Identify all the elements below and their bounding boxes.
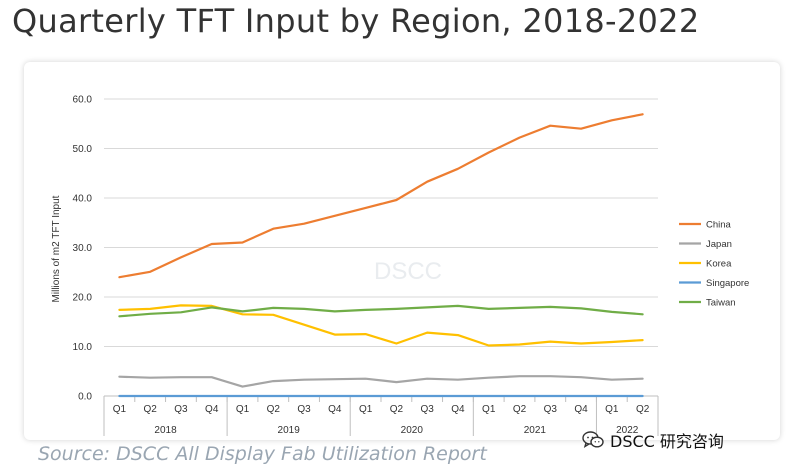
x-tick-label: Q4 — [205, 404, 219, 415]
x-tick-label: Q4 — [574, 404, 588, 415]
x-tick-label: Q3 — [174, 404, 188, 415]
x-tick-label: Q3 — [420, 404, 434, 415]
page-title: Quarterly TFT Input by Region, 2018-2022 — [12, 2, 700, 40]
y-tick-label: 10.0 — [73, 342, 93, 353]
x-tick-label: Q1 — [605, 404, 619, 415]
y-tick-label: 40.0 — [73, 194, 93, 205]
year-label: 2019 — [278, 425, 301, 436]
year-label: 2018 — [154, 425, 177, 436]
x-tick-label: Q2 — [636, 404, 650, 415]
y-tick-label: 50.0 — [73, 144, 93, 155]
series-line-taiwan — [118, 304, 644, 318]
x-tick-label: Q3 — [544, 404, 558, 415]
legend-label-taiwan: Taiwan — [706, 298, 736, 309]
x-tick-label: Q1 — [359, 404, 373, 415]
x-tick-label: Q2 — [143, 404, 157, 415]
y-axis-label: Millions of m2 TFT Input — [51, 195, 62, 302]
chart-panel: DSCC 0.0 10.0 20.0 30.0 40.0 50.0 60.0 Q1 Q2 Q3 Q4… — [24, 62, 780, 440]
x-tick-label: Q2 — [513, 404, 527, 415]
line-chart: DSCC 0.0 10.0 20.0 30.0 40.0 50.0 60.0 Q1 Q2 Q3 Q4… — [51, 95, 749, 436]
x-tick-label: Q1 — [113, 404, 127, 415]
year-label: 2021 — [524, 425, 547, 436]
y-tick-label: 0.0 — [78, 392, 92, 403]
x-tick-label: Q2 — [390, 404, 404, 415]
year-label: 2022 — [616, 425, 639, 436]
year-label: 2020 — [401, 425, 424, 436]
series-lines — [118, 113, 644, 398]
y-tick-label: 30.0 — [73, 243, 93, 254]
x-tick-label: Q4 — [328, 404, 342, 415]
x-tick-label: Q3 — [297, 404, 311, 415]
brand-badge: DSCC 研究咨询 — [582, 428, 724, 452]
series-line-china — [118, 113, 644, 279]
series-line-japan — [118, 375, 644, 388]
x-tick-label: Q1 — [482, 404, 496, 415]
watermark-text: DSCC — [374, 258, 442, 285]
legend-label-china: China — [706, 220, 732, 231]
chat-bubbles-icon — [582, 431, 604, 449]
legend-label-korea: Korea — [706, 259, 732, 270]
axes: 0.0 10.0 20.0 30.0 40.0 50.0 60.0 Q1 Q2 Q3 Q4 Q1 Q2 Q… — [73, 95, 659, 436]
series-line-korea — [118, 304, 644, 347]
x-tick-label: Q4 — [451, 404, 465, 415]
legend-label-japan: Japan — [706, 239, 732, 250]
x-tick-label: Q2 — [267, 404, 281, 415]
gridlines — [104, 98, 658, 347]
y-tick-label: 60.0 — [73, 95, 93, 106]
legend: China Japan Korea Singapore Taiwan — [679, 220, 749, 309]
source-note: Source: DSCC All Display Fab Utilization… — [38, 443, 487, 465]
brand-text: DSCC 研究咨询 — [610, 432, 724, 451]
legend-label-singapore: Singapore — [706, 278, 749, 289]
x-tick-label: Q1 — [236, 404, 250, 415]
y-tick-label: 20.0 — [73, 293, 93, 304]
